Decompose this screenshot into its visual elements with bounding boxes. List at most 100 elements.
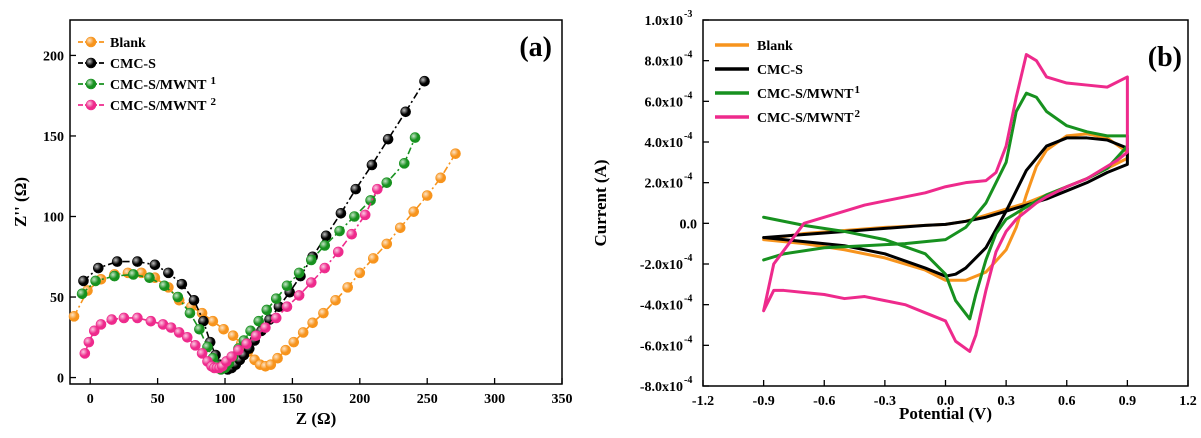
data-point <box>381 238 393 250</box>
legend-b: Blank CMC-S CMC-S/MWNT1 CMC-S/MWNT2 <box>715 39 860 126</box>
data-point <box>400 106 411 118</box>
data-point <box>109 270 120 282</box>
data-point <box>176 278 188 290</box>
chart-panel-b: -1.2 -0.9 -0.6 -0.3 0.0 0.3 0.6 0.9 1.2 -8.0x10-… <box>591 9 1197 423</box>
data-point <box>450 148 461 159</box>
y-tick-exponent: -4 <box>684 131 692 142</box>
nyquist-marks <box>68 75 461 375</box>
x-axis-b: -1.2 -0.9 -0.6 -0.3 0.0 0.3 0.6 0.9 1.2 <box>692 380 1197 409</box>
x-tick-label: 0.0 <box>937 394 955 409</box>
y-tick-label: -4.0x10 <box>640 299 683 314</box>
data-point <box>408 206 420 217</box>
data-point <box>253 315 265 327</box>
data-point <box>83 336 95 348</box>
data-point <box>281 301 293 312</box>
legend-swatch-marker <box>85 99 97 111</box>
legend-label: Blank <box>110 36 146 51</box>
x-tick-label: -0.6 <box>813 394 835 409</box>
data-point <box>194 323 205 335</box>
y-tick-exponent: -4 <box>684 90 692 101</box>
y-tick-exponent: -4 <box>684 334 692 345</box>
data-point <box>128 269 139 280</box>
y-tick-label: 6.0x10 <box>645 95 684 110</box>
data-point <box>88 325 100 337</box>
data-point <box>409 132 421 143</box>
x-tick-label: 0.6 <box>1058 394 1076 409</box>
data-point <box>272 352 283 364</box>
x-tick-label: 1.2 <box>1179 394 1197 409</box>
data-point <box>190 340 201 351</box>
data-point <box>421 190 433 201</box>
x-tick-label: 0.9 <box>1119 394 1137 409</box>
x-tick-label: -0.9 <box>753 394 775 409</box>
x-tick-label: 300 <box>484 392 505 407</box>
y-axis-b: -8.0x10 -4-6.0x10 -4-4.0x10 -4-2.0x10 -40.02… <box>640 9 709 395</box>
data-point <box>76 288 88 300</box>
y-tick-label: 4.0x10 <box>645 136 684 151</box>
data-point <box>359 209 371 221</box>
y-tick-exponent: -3 <box>684 9 692 20</box>
cv-curve <box>762 53 1129 353</box>
data-point <box>78 275 89 287</box>
data-point <box>106 314 118 325</box>
panel-label-a: (a) <box>519 32 552 63</box>
x-tick-label: 0.3 <box>997 394 1015 409</box>
y-tick-label: 0.0 <box>680 217 698 232</box>
data-point <box>419 75 430 87</box>
data-point <box>233 344 244 356</box>
data-point <box>435 172 446 184</box>
data-point <box>320 230 332 242</box>
data-point <box>305 254 317 266</box>
cv-curve <box>762 132 1129 282</box>
y-tick-label: -6.0x10 <box>640 339 683 354</box>
cv-curves <box>762 53 1129 353</box>
legend-label: CMC-S/MWNT1 <box>757 84 860 102</box>
x-tick-label: -0.3 <box>874 394 896 409</box>
x-tick-label: 150 <box>282 392 303 407</box>
data-point <box>318 307 329 319</box>
data-point <box>297 327 309 338</box>
y-tick-label: 8.0x10 <box>645 55 684 70</box>
data-point <box>95 319 107 330</box>
legend-swatch-marker <box>85 57 97 69</box>
data-point <box>349 211 360 222</box>
data-point <box>188 294 200 306</box>
data-point <box>330 294 341 306</box>
x-tick-label: 250 <box>417 392 438 407</box>
data-point <box>332 246 344 258</box>
data-point <box>366 159 378 171</box>
data-point <box>68 311 80 322</box>
data-point <box>288 336 300 348</box>
y-tick-label: 150 <box>43 130 64 145</box>
legend-swatch-marker <box>85 78 97 90</box>
data-point <box>270 312 282 324</box>
data-point <box>90 275 101 287</box>
data-point <box>163 267 174 279</box>
y-tick-exponent: -4 <box>684 253 692 264</box>
x-tick-label: 0 <box>87 392 94 407</box>
data-point <box>145 315 157 327</box>
y-tick-exponent: -4 <box>684 294 692 305</box>
data-point <box>226 351 238 362</box>
data-point <box>250 330 262 341</box>
data-point <box>241 338 252 350</box>
y-tick-label: 100 <box>43 210 64 225</box>
data-point <box>118 312 130 324</box>
data-point <box>261 304 273 316</box>
data-point <box>132 312 143 324</box>
data-point <box>260 322 271 333</box>
y-tick-label: 0 <box>57 372 64 387</box>
data-point <box>79 348 91 359</box>
data-point <box>342 282 353 293</box>
data-point <box>305 277 317 288</box>
legend-label: CMC-S <box>110 57 156 72</box>
data-point <box>372 183 383 195</box>
data-point <box>144 272 155 283</box>
data-point <box>280 344 291 356</box>
y-axis-a: 0 50 100 150 200 <box>43 49 76 387</box>
data-point <box>196 348 208 359</box>
y-axis-label-b: Current (A) <box>591 159 610 246</box>
data-point <box>93 262 104 274</box>
